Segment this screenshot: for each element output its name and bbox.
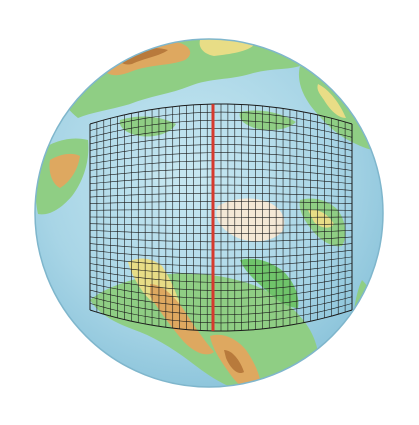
landmass-arctic-island-2 (239, 110, 296, 130)
landmass-baffin-highland (308, 209, 334, 228)
landmass-alaska-highland (49, 153, 80, 188)
landmass-central-america (262, 396, 296, 415)
landmass-north-america (90, 273, 319, 387)
globe-rim (34, 38, 384, 388)
landmass-europe-highland (317, 84, 346, 118)
grid-mesh (89, 103, 353, 332)
landmass-mexico-peaks (224, 350, 244, 374)
